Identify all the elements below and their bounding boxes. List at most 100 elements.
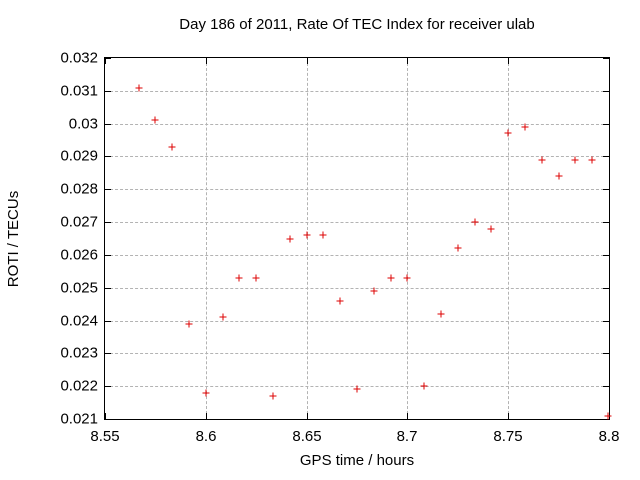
y-tick-mark-left — [105, 288, 111, 289]
data-point-marker — [168, 143, 176, 151]
y-tick-mark-left — [105, 189, 111, 190]
y-tick-mark-right — [603, 321, 609, 322]
x-tick-mark-bottom — [407, 413, 408, 419]
marker-vertical-arm — [524, 123, 526, 131]
marker-vertical-arm — [322, 231, 324, 239]
data-point-marker — [135, 84, 143, 92]
marker-vertical-arm — [440, 310, 442, 318]
data-point-marker — [471, 218, 479, 226]
data-point-marker — [538, 156, 546, 164]
marker-vertical-arm — [406, 274, 408, 282]
marker-vertical-arm — [558, 172, 560, 180]
y-tick-mark-left — [105, 91, 111, 92]
y-tick-mark-right — [603, 386, 609, 387]
marker-vertical-arm — [255, 274, 257, 282]
y-gridline — [105, 288, 609, 289]
data-point-marker — [437, 310, 445, 318]
data-point-marker — [504, 129, 512, 137]
y-tick-label: 0.031 — [60, 82, 98, 100]
y-tick-mark-right — [603, 156, 609, 157]
y-gridline — [105, 255, 609, 256]
y-tick-mark-left — [105, 156, 111, 157]
y-tick-mark-left — [105, 58, 111, 59]
y-gridline — [105, 222, 609, 223]
data-point-marker — [454, 244, 462, 252]
data-point-marker — [235, 274, 243, 282]
y-tick-mark-right — [603, 288, 609, 289]
y-tick-mark-left — [105, 321, 111, 322]
marker-vertical-arm — [356, 385, 358, 393]
marker-vertical-arm — [607, 412, 609, 420]
data-point-marker — [353, 385, 361, 393]
data-point-marker — [185, 320, 193, 328]
x-tick-mark-top — [407, 58, 408, 64]
marker-vertical-arm — [474, 218, 476, 226]
y-tick-mark-right — [603, 91, 609, 92]
y-tick-mark-left — [105, 386, 111, 387]
marker-vertical-arm — [238, 274, 240, 282]
x-tick-mark-top — [206, 58, 207, 64]
data-point-marker — [336, 297, 344, 305]
x-gridline — [307, 58, 308, 419]
y-gridline — [105, 353, 609, 354]
x-tick-label: 8.7 — [396, 428, 418, 445]
data-point-marker — [269, 392, 277, 400]
marker-vertical-arm — [507, 129, 509, 137]
plot-area — [104, 57, 612, 420]
y-tick-label: 0.027 — [60, 213, 98, 231]
y-tick-mark-right — [603, 124, 609, 125]
y-gridline — [105, 321, 609, 322]
chart-title: Day 186 of 2011, Rate Of TEC Index for r… — [179, 16, 535, 33]
y-gridline — [105, 124, 609, 125]
y-tick-mark-right — [603, 189, 609, 190]
marker-vertical-arm — [171, 143, 173, 151]
data-point-marker — [571, 156, 579, 164]
y-gridline — [105, 91, 609, 92]
x-tick-mark-top — [307, 58, 308, 64]
y-tick-mark-left — [105, 419, 111, 420]
marker-vertical-arm — [373, 287, 375, 295]
y-tick-label: 0.025 — [60, 279, 98, 297]
y-gridline — [105, 189, 609, 190]
x-tick-label: 8.75 — [493, 428, 523, 445]
y-gridline — [105, 156, 609, 157]
marker-vertical-arm — [205, 389, 207, 397]
x-tick-label: 8.55 — [90, 428, 120, 445]
y-tick-label: 0.023 — [60, 344, 98, 362]
marker-vertical-arm — [339, 297, 341, 305]
data-point-marker — [151, 116, 159, 124]
marker-vertical-arm — [272, 392, 274, 400]
y-tick-label: 0.029 — [60, 147, 98, 165]
data-point-marker — [202, 389, 210, 397]
y-tick-label: 0.022 — [60, 377, 98, 395]
y-tick-mark-right — [603, 58, 609, 59]
marker-vertical-arm — [490, 225, 492, 233]
y-tick-mark-right — [603, 255, 609, 256]
data-point-marker — [604, 412, 612, 420]
y-tick-label: 0.028 — [60, 180, 98, 198]
y-tick-mark-left — [105, 124, 111, 125]
y-tick-mark-left — [105, 255, 111, 256]
y-tick-label: 0.026 — [60, 246, 98, 264]
x-tick-mark-top — [609, 58, 610, 64]
y-tick-label: 0.024 — [60, 312, 98, 330]
y-axis-title: ROTI / TECUs — [5, 190, 22, 288]
marker-vertical-arm — [188, 320, 190, 328]
y-tick-mark-right — [603, 353, 609, 354]
data-point-marker — [219, 313, 227, 321]
data-point-marker — [303, 231, 311, 239]
data-point-marker — [286, 235, 294, 242]
marker-vertical-arm — [154, 116, 156, 124]
marker-vertical-arm — [457, 244, 459, 252]
x-tick-mark-bottom — [307, 413, 308, 419]
x-tick-mark-top — [508, 58, 509, 64]
y-tick-label: 0.021 — [60, 410, 98, 428]
x-gridline — [407, 58, 408, 419]
x-tick-label: 8.6 — [195, 428, 217, 445]
x-axis-title: GPS time / hours — [299, 452, 415, 469]
marker-vertical-arm — [591, 156, 593, 164]
marker-vertical-arm — [306, 231, 308, 239]
x-tick-mark-bottom — [508, 413, 509, 419]
data-point-marker — [588, 156, 596, 164]
